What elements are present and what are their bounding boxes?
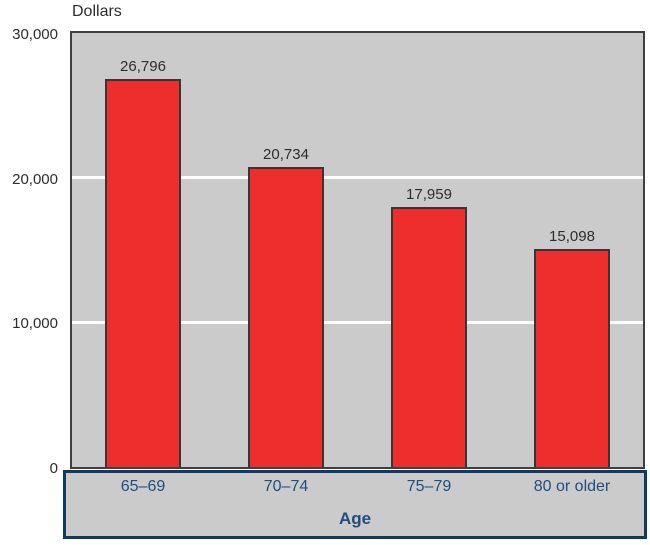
y-tick-label: 0 — [49, 460, 58, 477]
bar-75–79 — [391, 207, 467, 467]
bar-80 or older — [534, 249, 610, 467]
x-axis-title: Age — [338, 509, 372, 528]
gridline — [72, 176, 643, 179]
bar-value-label: 15,098 — [549, 228, 595, 245]
x-category-label: 70–74 — [263, 478, 309, 495]
x-category-label: 80 or older — [533, 478, 611, 495]
y-axis-ticks: 0 10,000 20,000 30,000 — [0, 26, 62, 477]
bar-value-label: 20,734 — [263, 146, 309, 163]
y-tick-label: 20,000 — [12, 171, 58, 188]
plot-area: 26,796 20,734 17,959 15,098 — [70, 31, 645, 469]
gridline — [72, 321, 643, 324]
bar-70–74 — [248, 167, 324, 467]
x-category-label: 75–79 — [406, 478, 452, 495]
x-axis-band: Age 65–69 70–74 75–79 80 or older — [63, 470, 647, 539]
x-category-label: 65–69 — [120, 478, 166, 495]
bar-65–69 — [105, 79, 181, 467]
y-tick-label: 10,000 — [12, 315, 58, 332]
bar-value-label: 26,796 — [120, 58, 166, 75]
y-tick-label: 30,000 — [12, 26, 58, 43]
y-axis-title: Dollars — [72, 3, 122, 20]
bar-value-label: 17,959 — [406, 186, 452, 203]
